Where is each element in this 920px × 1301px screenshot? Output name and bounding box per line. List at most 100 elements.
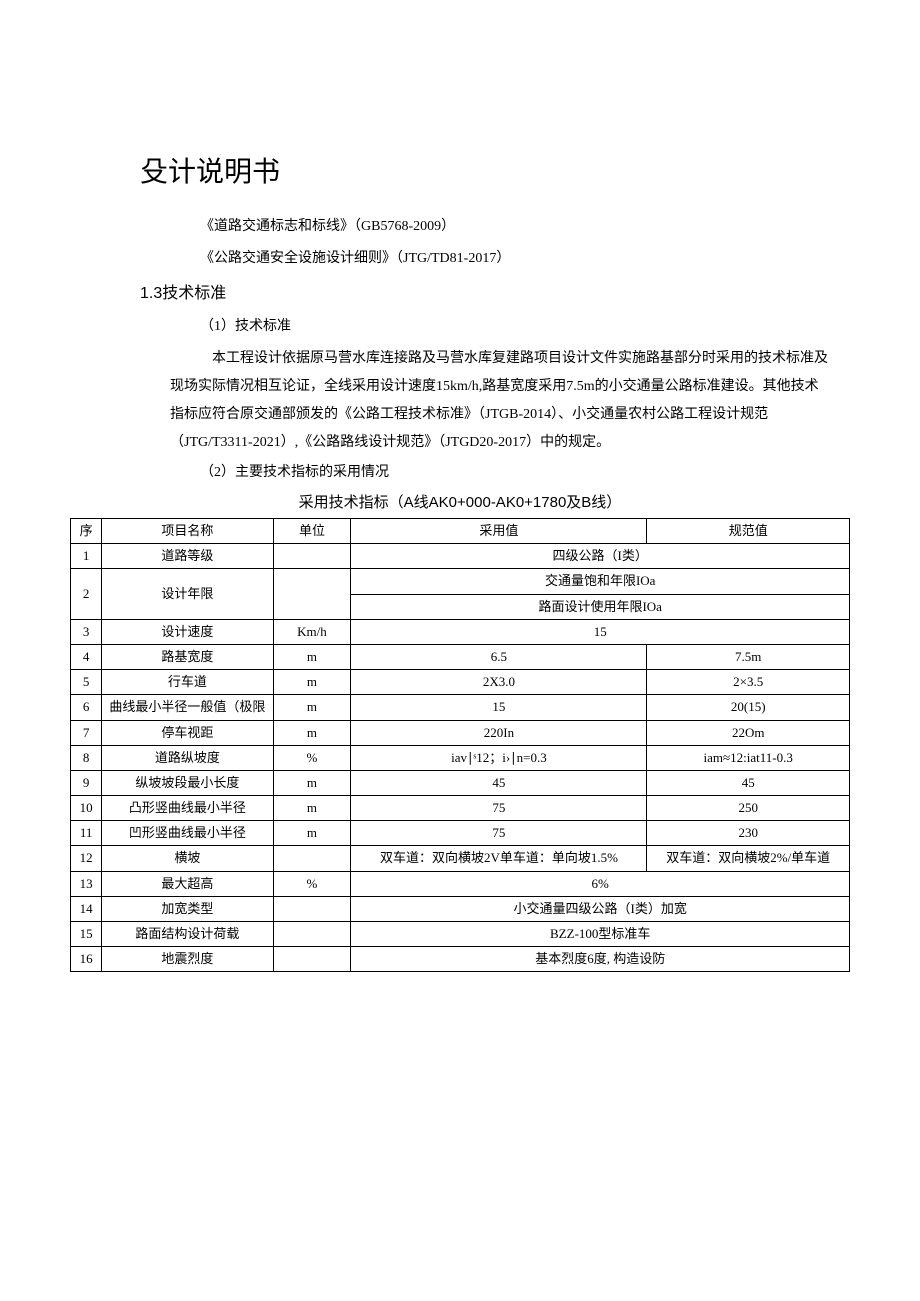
- reference-line-1: 《道路交通标志和标线》（GB5768-2009）: [70, 215, 850, 235]
- cell-num: 8: [71, 745, 102, 770]
- table-row: 4 路基宽度 m 6.5 7.5m: [71, 644, 850, 669]
- cell-name: 地震烈度: [102, 947, 273, 972]
- table-row: 16 地震烈度 基本烈度6度, 构造设防: [71, 947, 850, 972]
- cell-merged: 小交通量四级公路（I类）加宽: [351, 896, 850, 921]
- cell-name: 设计年限: [102, 569, 273, 619]
- cell-name: 凸形竖曲线最小半径: [102, 796, 273, 821]
- table-row: 7 停车视距 m 220In 22Om: [71, 720, 850, 745]
- cell-num: 13: [71, 871, 102, 896]
- table-row: 10 凸形竖曲线最小半径 m 75 250: [71, 796, 850, 821]
- cell-spec: 230: [647, 821, 850, 846]
- cell-unit: [273, 846, 351, 871]
- cell-name: 路面结构设计荷载: [102, 922, 273, 947]
- cell-unit: [273, 896, 351, 921]
- cell-merged: 6%: [351, 871, 850, 896]
- cell-num: 16: [71, 947, 102, 972]
- cell-num: 11: [71, 821, 102, 846]
- cell-unit: Km/h: [273, 619, 351, 644]
- cell-spec: 2×3.5: [647, 670, 850, 695]
- cell-num: 4: [71, 644, 102, 669]
- cell-num: 15: [71, 922, 102, 947]
- cell-name: 路基宽度: [102, 644, 273, 669]
- table-row: 9 纵坡坡段最小长度 m 45 45: [71, 770, 850, 795]
- table-row: 15 路面结构设计荷载 BZZ-100型标准车: [71, 922, 850, 947]
- table-row: 12 横坡 双车道：双向横坡2V单车道：单向坡1.5% 双车道：双向横坡2%/单…: [71, 846, 850, 871]
- cell-merged: 四级公路（I类）: [351, 544, 850, 569]
- section-title: 技术标准: [162, 285, 226, 302]
- table-row: 14 加宽类型 小交通量四级公路（I类）加宽: [71, 896, 850, 921]
- th-unit: 单位: [273, 519, 351, 544]
- paragraph-text: 本工程设计依据原马营水库连接路及马营水库复建路项目设计文件实施路基部分时采用的技…: [170, 351, 828, 450]
- document-main-title: 殳计说明书: [70, 150, 850, 190]
- cell-spec: 20(15): [647, 695, 850, 720]
- technical-standards-table: 序 项目名称 单位 采用值 规范值 1 道路等级 四级公路（I类） 2 设计年限…: [70, 518, 850, 972]
- th-num: 序: [71, 519, 102, 544]
- cell-num: 9: [71, 770, 102, 795]
- subsection-1-label: （1）技术标准: [70, 315, 850, 335]
- cell-value: 220In: [351, 720, 647, 745]
- cell-spec: iam≈12:iat11-0.3: [647, 745, 850, 770]
- cell-num: 12: [71, 846, 102, 871]
- cell-merged: BZZ-100型标准车: [351, 922, 850, 947]
- cell-merged: 15: [351, 619, 850, 644]
- cell-value: 75: [351, 821, 647, 846]
- table-row: 11 凹形竖曲线最小半径 m 75 230: [71, 821, 850, 846]
- table-title: 采用技术指标（A线AK0+000-AK0+1780及B线）: [70, 491, 850, 512]
- cell-unit: m: [273, 770, 351, 795]
- cell-name: 行车道: [102, 670, 273, 695]
- table-row: 8 道路纵坡度 % iav∣ˢ12；i›∣n=0.3 iam≈12:iat11-…: [71, 745, 850, 770]
- section-header: 1.3技术标准: [70, 279, 850, 303]
- cell-num: 7: [71, 720, 102, 745]
- cell-num: 1: [71, 544, 102, 569]
- cell-spec: 22Om: [647, 720, 850, 745]
- cell-unit: [273, 544, 351, 569]
- cell-name: 道路等级: [102, 544, 273, 569]
- cell-merged: 基本烈度6度, 构造设防: [351, 947, 850, 972]
- cell-unit: [273, 922, 351, 947]
- cell-name: 道路纵坡度: [102, 745, 273, 770]
- table-header-row: 序 项目名称 单位 采用值 规范值: [71, 519, 850, 544]
- cell-value: 15: [351, 695, 647, 720]
- cell-name: 凹形竖曲线最小半径: [102, 821, 273, 846]
- cell-name: 横坡: [102, 846, 273, 871]
- cell-value: 2X3.0: [351, 670, 647, 695]
- subsection-2-label: （2）主要技术指标的采用情况: [70, 461, 850, 481]
- cell-name: 纵坡坡段最小长度: [102, 770, 273, 795]
- cell-spec: 45: [647, 770, 850, 795]
- cell-value: iav∣ˢ12；i›∣n=0.3: [351, 745, 647, 770]
- cell-name: 设计速度: [102, 619, 273, 644]
- cell-name: 停车视距: [102, 720, 273, 745]
- th-value: 采用值: [351, 519, 647, 544]
- th-name: 项目名称: [102, 519, 273, 544]
- table-row: 1 道路等级 四级公路（I类）: [71, 544, 850, 569]
- table-row: 5 行车道 m 2X3.0 2×3.5: [71, 670, 850, 695]
- cell-merged-b: 路面设计使用年限IOa: [351, 594, 850, 619]
- cell-unit: m: [273, 821, 351, 846]
- table-row: 2 设计年限 交通量饱和年限IOa: [71, 569, 850, 594]
- section-number: 1.3: [140, 285, 162, 302]
- cell-unit: %: [273, 745, 351, 770]
- cell-num: 5: [71, 670, 102, 695]
- cell-num: 6: [71, 695, 102, 720]
- cell-name: 最大超高: [102, 871, 273, 896]
- cell-unit: m: [273, 796, 351, 821]
- table-row: 3 设计速度 Km/h 15: [71, 619, 850, 644]
- cell-num: 10: [71, 796, 102, 821]
- cell-unit: [273, 947, 351, 972]
- cell-spec: 7.5m: [647, 644, 850, 669]
- cell-unit: m: [273, 644, 351, 669]
- table-row: 13 最大超高 % 6%: [71, 871, 850, 896]
- cell-value: 45: [351, 770, 647, 795]
- cell-spec: 250: [647, 796, 850, 821]
- paragraph-body: 本工程设计依据原马营水库连接路及马营水库复建路项目设计文件实施路基部分时采用的技…: [70, 345, 850, 457]
- cell-value: 6.5: [351, 644, 647, 669]
- cell-name: 曲线最小半径一般值（极限: [102, 695, 273, 720]
- cell-unit: m: [273, 695, 351, 720]
- cell-num: 3: [71, 619, 102, 644]
- table-row: 6 曲线最小半径一般值（极限 m 15 20(15): [71, 695, 850, 720]
- cell-merged-a: 交通量饱和年限IOa: [351, 569, 850, 594]
- cell-name: 加宽类型: [102, 896, 273, 921]
- cell-unit: m: [273, 670, 351, 695]
- cell-unit: m: [273, 720, 351, 745]
- cell-value: 75: [351, 796, 647, 821]
